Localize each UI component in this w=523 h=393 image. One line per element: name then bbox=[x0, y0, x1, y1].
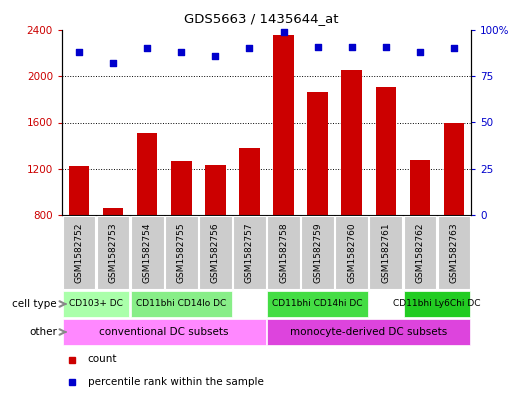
Text: cell type: cell type bbox=[13, 299, 57, 309]
Bar bbox=[267, 319, 470, 345]
Bar bbox=[342, 70, 362, 215]
Text: GSM1582756: GSM1582756 bbox=[211, 222, 220, 283]
Bar bbox=[171, 161, 191, 215]
Bar bbox=[274, 35, 294, 215]
Text: percentile rank within the sample: percentile rank within the sample bbox=[88, 377, 264, 387]
Text: GSM1582762: GSM1582762 bbox=[415, 222, 424, 283]
Bar bbox=[369, 216, 402, 289]
Bar bbox=[205, 165, 225, 215]
Point bbox=[75, 49, 83, 55]
Bar bbox=[165, 216, 198, 289]
Bar bbox=[137, 133, 157, 215]
Text: GSM1582761: GSM1582761 bbox=[381, 222, 390, 283]
Text: GDS5663 / 1435644_at: GDS5663 / 1435644_at bbox=[184, 12, 339, 25]
Text: conventional DC subsets: conventional DC subsets bbox=[99, 327, 229, 337]
Bar bbox=[63, 290, 130, 318]
Bar bbox=[69, 167, 89, 215]
Point bbox=[245, 45, 254, 51]
Point bbox=[416, 49, 424, 55]
Bar bbox=[308, 92, 328, 215]
Point bbox=[177, 49, 186, 55]
Bar bbox=[438, 216, 470, 289]
Bar bbox=[335, 216, 368, 289]
Text: GSM1582754: GSM1582754 bbox=[143, 222, 152, 283]
Point bbox=[347, 44, 356, 50]
Bar bbox=[63, 216, 95, 289]
Text: count: count bbox=[88, 354, 117, 364]
Text: GSM1582755: GSM1582755 bbox=[177, 222, 186, 283]
Text: CD103+ DC: CD103+ DC bbox=[69, 299, 123, 309]
Text: CD11bhi CD14hi DC: CD11bhi CD14hi DC bbox=[272, 299, 363, 309]
Bar bbox=[267, 216, 300, 289]
Point bbox=[382, 44, 390, 50]
Bar bbox=[267, 290, 368, 318]
Bar bbox=[233, 216, 266, 289]
Point bbox=[109, 60, 117, 66]
Point bbox=[143, 45, 151, 51]
Bar bbox=[404, 216, 436, 289]
Bar bbox=[131, 290, 232, 318]
Point bbox=[211, 53, 220, 59]
Text: GSM1582752: GSM1582752 bbox=[75, 222, 84, 283]
Point bbox=[313, 44, 322, 50]
Text: CD11bhi Ly6Chi DC: CD11bhi Ly6Chi DC bbox=[393, 299, 481, 309]
Bar bbox=[131, 216, 164, 289]
Bar bbox=[239, 148, 260, 215]
Text: GSM1582758: GSM1582758 bbox=[279, 222, 288, 283]
Text: CD11bhi CD14lo DC: CD11bhi CD14lo DC bbox=[136, 299, 226, 309]
Text: GSM1582757: GSM1582757 bbox=[245, 222, 254, 283]
Bar bbox=[404, 290, 470, 318]
Text: GSM1582763: GSM1582763 bbox=[449, 222, 459, 283]
Point bbox=[279, 29, 288, 35]
Text: GSM1582753: GSM1582753 bbox=[109, 222, 118, 283]
Bar bbox=[199, 216, 232, 289]
Text: other: other bbox=[29, 327, 57, 337]
Bar bbox=[444, 123, 464, 215]
Text: monocyte-derived DC subsets: monocyte-derived DC subsets bbox=[290, 327, 447, 337]
Bar bbox=[63, 319, 266, 345]
Bar bbox=[376, 86, 396, 215]
Text: GSM1582759: GSM1582759 bbox=[313, 222, 322, 283]
Bar bbox=[97, 216, 130, 289]
Text: GSM1582760: GSM1582760 bbox=[347, 222, 356, 283]
Point bbox=[450, 45, 458, 51]
Bar bbox=[301, 216, 334, 289]
Bar bbox=[410, 160, 430, 215]
Bar bbox=[103, 208, 123, 215]
